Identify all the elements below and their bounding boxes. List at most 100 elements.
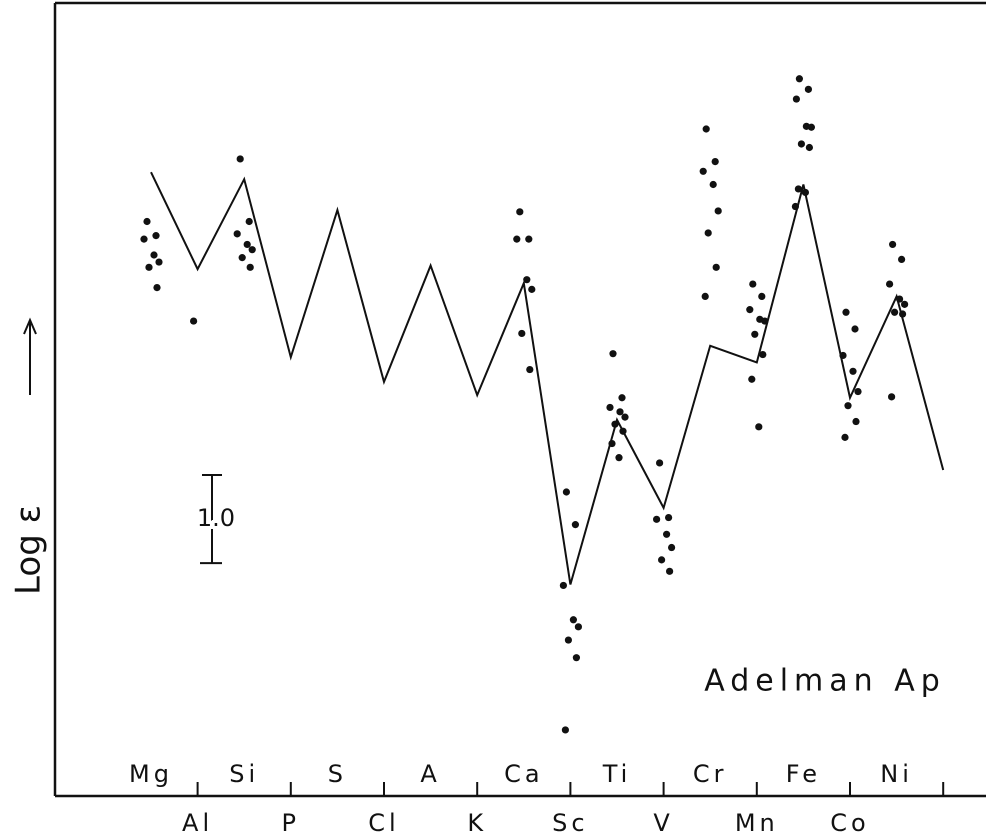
dot	[901, 300, 909, 308]
dot	[233, 230, 241, 238]
x-tick-label: Co	[830, 809, 869, 837]
dot	[844, 402, 852, 410]
scale-label: 1.0	[197, 504, 235, 532]
dot	[852, 417, 860, 426]
x-tick-label: K	[467, 809, 487, 837]
dot	[791, 202, 800, 211]
dot	[516, 208, 524, 216]
abundance-line	[150, 171, 945, 585]
dot	[711, 158, 719, 166]
dot	[704, 229, 712, 237]
x-tick-label: Fe	[786, 760, 821, 788]
x-tick-label: Sc	[552, 809, 588, 837]
x-tick-label: Cl	[368, 809, 399, 837]
dot	[606, 403, 614, 412]
dot	[523, 276, 531, 284]
dot	[751, 330, 759, 338]
dot	[238, 254, 246, 262]
dot	[525, 235, 533, 243]
dot	[619, 427, 627, 435]
dot	[749, 280, 757, 288]
dot	[797, 140, 806, 148]
dot	[615, 454, 623, 462]
dot	[248, 246, 256, 254]
x-tick-label: Ti	[602, 760, 632, 788]
dot	[851, 325, 859, 333]
dot	[518, 329, 526, 338]
dot	[699, 167, 707, 175]
dot	[236, 155, 244, 163]
dot	[709, 180, 717, 189]
x-tick-label: P	[282, 809, 300, 837]
dot	[608, 439, 616, 448]
dot	[841, 433, 849, 441]
dot	[616, 408, 624, 416]
dot	[569, 616, 578, 624]
dot	[899, 310, 907, 318]
dot	[758, 292, 766, 301]
dot	[805, 143, 814, 152]
dot	[513, 235, 521, 243]
dot	[663, 530, 671, 538]
dot	[145, 263, 153, 271]
dot	[528, 285, 536, 293]
dot	[759, 350, 767, 359]
x-tick-label: Si	[229, 760, 259, 788]
dot	[748, 375, 756, 383]
dot	[714, 207, 722, 215]
dot	[795, 75, 804, 83]
x-tick-label: Ni	[880, 760, 913, 788]
dot	[653, 515, 661, 523]
dot	[526, 365, 534, 374]
dot	[150, 251, 158, 259]
dot	[842, 308, 850, 316]
x-tick-label: Al	[182, 809, 213, 837]
y-arrow-head	[23, 317, 37, 335]
dot	[656, 459, 664, 467]
dot	[792, 95, 801, 103]
dot	[888, 393, 896, 401]
dot	[755, 423, 763, 431]
dot	[618, 394, 626, 402]
dot	[621, 413, 629, 421]
dot	[658, 556, 666, 564]
dot	[559, 581, 568, 590]
x-tick-label: Mg	[129, 760, 173, 788]
dot	[746, 306, 754, 314]
dot	[561, 726, 570, 734]
dot	[666, 567, 674, 575]
dot	[801, 188, 810, 197]
dot	[701, 292, 709, 301]
dot	[712, 263, 720, 271]
x-tick-label: V	[653, 809, 673, 837]
dot	[190, 317, 198, 325]
dot	[854, 387, 862, 396]
dot	[702, 125, 710, 133]
dot	[761, 317, 769, 325]
dot	[849, 367, 857, 375]
x-tick-label: Ca	[504, 760, 543, 788]
dot	[891, 308, 899, 316]
dot	[794, 185, 803, 193]
dot	[668, 543, 676, 552]
dot	[804, 85, 813, 93]
x-tick-label: Cr	[693, 760, 728, 788]
dot	[896, 295, 904, 303]
x-tick-label: Mn	[735, 809, 779, 837]
dot	[243, 240, 251, 249]
x-tick-label: S	[328, 760, 347, 788]
x-tick-label: A	[420, 760, 440, 788]
y-axis-label: Log ε	[9, 505, 49, 595]
dot	[152, 232, 160, 240]
dot	[564, 636, 573, 644]
dot	[153, 283, 161, 292]
dot	[611, 420, 619, 428]
dot	[155, 258, 163, 266]
dot	[143, 217, 151, 226]
dot	[571, 521, 580, 529]
dot	[665, 513, 673, 522]
dot	[898, 255, 906, 264]
dot	[574, 623, 583, 631]
annotation: Adelman Ap	[704, 664, 946, 699]
